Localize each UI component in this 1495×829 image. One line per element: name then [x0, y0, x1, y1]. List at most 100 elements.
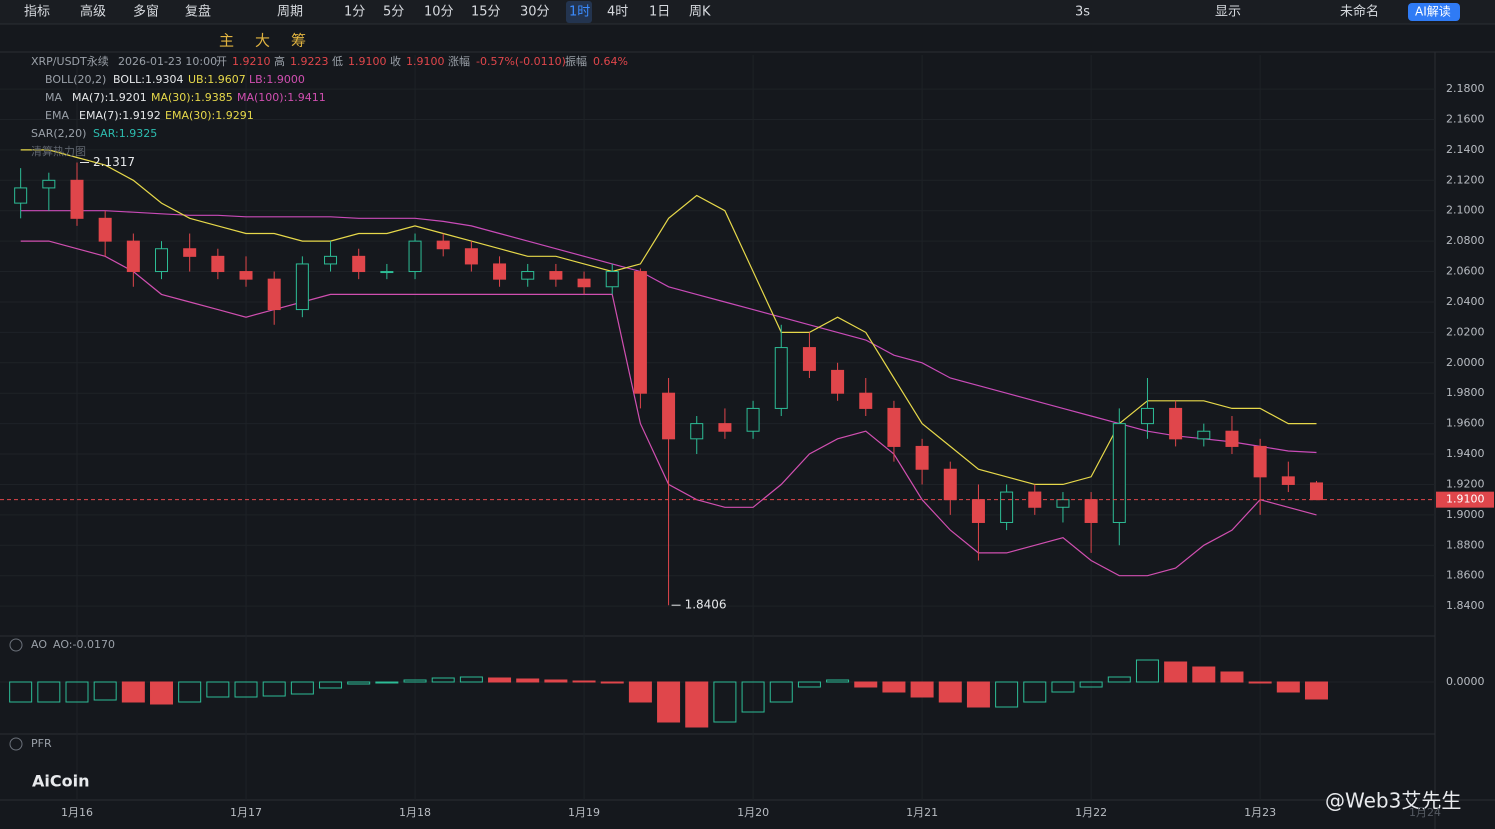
- ao-bar: [600, 681, 624, 684]
- candle-body: [42, 179, 56, 189]
- y-tick-label: 1.8600: [1446, 569, 1485, 582]
- candle-body: [155, 248, 169, 273]
- active-period-bg: [566, 1, 592, 23]
- ao-bar: [234, 681, 258, 698]
- legend-text: MA: [45, 91, 62, 104]
- ao-bar: [882, 681, 906, 693]
- candle-body: [690, 423, 704, 440]
- ao-bar: [403, 679, 427, 683]
- y-tick-label: 1.9800: [1446, 386, 1485, 399]
- toolbar-button[interactable]: 1日: [649, 5, 670, 20]
- candle-body: [408, 240, 422, 273]
- toolbar-button[interactable]: 3s: [1075, 5, 1090, 20]
- toolbar-button[interactable]: 1分: [344, 5, 365, 20]
- toolbar-button[interactable]: 复盘: [185, 4, 211, 20]
- candle-body: [943, 468, 957, 501]
- toolbar-button[interactable]: 显示: [1215, 5, 1241, 20]
- ao-bar: [375, 681, 399, 684]
- top-toolbar: [0, 0, 1495, 24]
- legend-text: 开: [216, 55, 227, 68]
- ao-bar: [572, 680, 596, 683]
- ao-value: AO:-0.0170: [53, 638, 115, 651]
- ao-bar: [347, 681, 371, 685]
- candle-body: [971, 499, 985, 523]
- ai-button-bg[interactable]: [1408, 3, 1460, 21]
- pfr-title: PFR: [31, 737, 52, 750]
- toolbar-button[interactable]: 指标: [24, 5, 50, 20]
- ao-bar: [1107, 676, 1131, 683]
- candle-body: [1253, 445, 1267, 478]
- y-tick-label: 1.8400: [1446, 599, 1485, 612]
- toolbar-button[interactable]: 周期: [277, 5, 303, 20]
- toolbar-button[interactable]: 1时: [569, 5, 590, 20]
- ao-bar: [150, 681, 174, 705]
- legend-text: 1.9100: [406, 55, 445, 68]
- draw-tool[interactable]: 主: [219, 32, 234, 50]
- candle-body: [1028, 491, 1042, 508]
- legend-text: 涨幅: [448, 55, 470, 68]
- candle-body: [1225, 430, 1239, 447]
- collapse-icon[interactable]: [9, 638, 23, 652]
- candle-body: [183, 248, 197, 257]
- ao-bar: [1051, 681, 1075, 693]
- y-tick-label: 2.1200: [1446, 173, 1485, 186]
- legend-text: 清算热力图: [31, 144, 86, 158]
- future-date: 1月24: [1409, 806, 1441, 819]
- x-tick-label: 1月23: [1244, 806, 1276, 819]
- toolbar-button[interactable]: 4时: [607, 5, 628, 20]
- candle-body: [521, 271, 535, 280]
- candle-body: [802, 347, 816, 371]
- toolbar-button[interactable]: 10分: [424, 5, 454, 20]
- toolbar-button[interactable]: 周K: [689, 5, 711, 20]
- candle-body: [1084, 499, 1098, 523]
- candle-body: [70, 179, 84, 219]
- ao-bar: [319, 681, 343, 689]
- ao-tick-label: 0.0000: [1446, 675, 1485, 688]
- ao-bar: [628, 681, 652, 703]
- ao-bar: [1135, 659, 1159, 683]
- draw-tool[interactable]: 筹: [291, 32, 306, 50]
- legend-text: 1.9223: [290, 55, 329, 68]
- draw-tool[interactable]: 大: [255, 32, 270, 50]
- ao-bar: [685, 681, 709, 728]
- collapse-icon[interactable]: [9, 737, 23, 751]
- candle-body: [1140, 407, 1154, 425]
- legend-text: MA(100):1.9411: [237, 91, 326, 104]
- ao-bar: [1164, 661, 1188, 683]
- candle-body: [577, 278, 591, 288]
- x-tick-label: 1月17: [230, 806, 262, 819]
- candle-body: [464, 248, 478, 265]
- ao-bar: [262, 681, 286, 697]
- toolbar-button[interactable]: 30分: [520, 5, 550, 20]
- ao-bar: [9, 681, 33, 703]
- y-tick-label: 2.1000: [1446, 204, 1485, 217]
- x-tick-label: 1月20: [737, 806, 769, 819]
- toolbar-button[interactable]: 高级: [80, 4, 106, 20]
- y-tick-label: 2.1800: [1446, 82, 1485, 95]
- ao-bar: [966, 681, 990, 708]
- legend-text: 振幅: [565, 54, 587, 68]
- candle-body: [267, 278, 281, 311]
- ao-bar: [431, 677, 455, 683]
- annotation-label: 1.8406: [685, 598, 727, 612]
- ao-bar: [826, 679, 850, 683]
- candle-body: [1000, 491, 1014, 523]
- candle-body: [98, 217, 112, 242]
- toolbar-button[interactable]: 多窗: [133, 4, 159, 20]
- toolbar-button[interactable]: 未命名: [1340, 4, 1379, 20]
- candle-body: [549, 271, 563, 280]
- ao-bar: [741, 681, 765, 713]
- toolbar-button[interactable]: 15分: [471, 5, 501, 20]
- y-tick-label: 2.0600: [1446, 265, 1485, 278]
- candle-body: [352, 255, 366, 273]
- candle-body: [295, 263, 309, 311]
- candle-body: [774, 347, 788, 409]
- toolbar-button[interactable]: 5分: [383, 5, 404, 20]
- candle-body: [1112, 423, 1126, 523]
- ao-bar: [1276, 681, 1300, 693]
- candle-body: [718, 423, 732, 432]
- toolbar-button[interactable]: AI解读: [1415, 5, 1451, 19]
- candle-body: [1056, 499, 1070, 508]
- candle-body: [380, 271, 394, 274]
